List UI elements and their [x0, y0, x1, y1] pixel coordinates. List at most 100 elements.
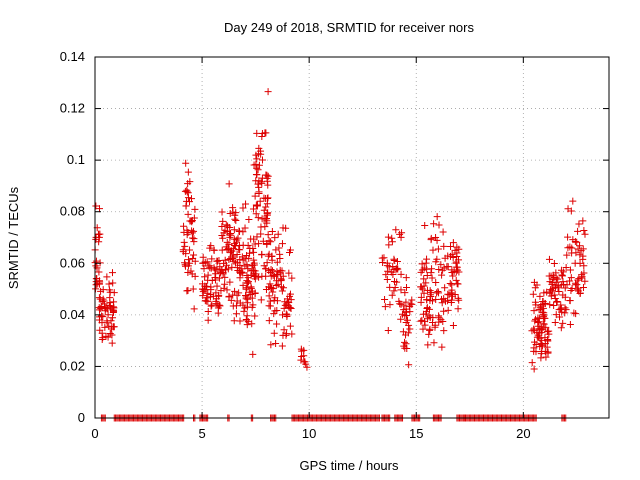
data-point: [432, 279, 440, 287]
data-point: [106, 288, 114, 296]
data-point: [545, 327, 553, 335]
data-point: [108, 331, 116, 339]
data-point: [561, 309, 569, 317]
data-point: [282, 224, 290, 232]
data-point: [403, 283, 411, 291]
data-point: [267, 238, 275, 246]
data-point: [422, 279, 430, 287]
data-point: [444, 297, 452, 305]
data-point: [235, 227, 243, 235]
data-point: [95, 268, 103, 276]
data-point: [278, 240, 286, 248]
data-point: [267, 341, 275, 349]
data-point: [190, 214, 198, 222]
data-point: [423, 272, 431, 280]
data-point: [444, 263, 452, 271]
data-point: [233, 297, 241, 305]
data-point: [244, 299, 252, 307]
data-point: [273, 320, 281, 328]
data-point: [182, 250, 190, 258]
data-point: [263, 259, 271, 267]
data-point: [272, 246, 280, 254]
data-point: [384, 326, 392, 334]
data-point: [98, 319, 106, 327]
data-point: [543, 343, 551, 351]
data-point: [547, 286, 555, 294]
data-point: [210, 246, 218, 254]
data-point: [263, 171, 271, 179]
data-point: [267, 284, 275, 292]
data-point: [219, 217, 227, 225]
data-point: [239, 269, 247, 277]
data-point: [191, 205, 199, 213]
data-point: [232, 302, 240, 310]
data-point: [270, 296, 278, 304]
data-point: [423, 255, 431, 263]
data-point: [435, 314, 443, 322]
data-point: [258, 250, 266, 258]
data-point: [273, 306, 281, 314]
data-point: [209, 292, 217, 300]
data-point: [399, 328, 407, 336]
data-point: [532, 301, 540, 309]
data-point: [231, 287, 239, 295]
data-point: [451, 246, 459, 254]
data-point: [259, 237, 267, 245]
data-point: [258, 156, 266, 164]
data-point: [435, 266, 443, 274]
data-point: [188, 227, 196, 235]
data-point: [403, 345, 411, 353]
data-point: [568, 284, 576, 292]
data-point: [281, 301, 289, 309]
data-point: [182, 202, 190, 210]
y-tick-label: 0.06: [60, 255, 85, 270]
data-point: [268, 227, 276, 235]
data-point: [298, 347, 306, 355]
data-point: [532, 315, 540, 323]
data-point: [454, 280, 462, 288]
data-point: [213, 282, 221, 290]
data-point: [254, 180, 262, 188]
data-point: [221, 280, 229, 288]
data-point: [435, 289, 443, 297]
data-point: [98, 312, 106, 320]
data-point: [223, 286, 231, 294]
data-point: [447, 252, 455, 260]
data-point: [255, 161, 263, 169]
data-point: [426, 314, 434, 322]
data-point: [241, 224, 249, 232]
data-point: [449, 272, 457, 280]
data-point: [385, 241, 393, 249]
data-point: [424, 341, 432, 349]
data-point: [448, 281, 456, 289]
data-point: [572, 279, 580, 287]
data-point: [578, 271, 586, 279]
data-point: [108, 339, 116, 347]
x-tick-label: 5: [198, 426, 205, 441]
data-point: [390, 278, 398, 285]
data-point: [274, 230, 282, 238]
data-point: [574, 227, 582, 235]
data-point: [96, 326, 104, 334]
data-point: [421, 221, 429, 229]
data-point: [531, 317, 539, 325]
data-point: [236, 228, 244, 236]
data-point: [533, 281, 541, 289]
data-point: [245, 288, 253, 296]
data-point: [242, 200, 250, 208]
data-point: [553, 298, 561, 306]
data-point: [528, 359, 536, 367]
data-point: [571, 259, 579, 267]
data-point: [204, 276, 212, 284]
data-point: [434, 245, 442, 253]
data-point: [183, 188, 191, 196]
data-point: [238, 268, 246, 276]
data-point: [297, 356, 305, 364]
data-point: [534, 322, 542, 330]
data-point: [420, 282, 428, 290]
data-point: [239, 281, 247, 289]
data-point: [276, 255, 284, 263]
data-point: [575, 275, 583, 283]
data-point: [566, 277, 574, 285]
